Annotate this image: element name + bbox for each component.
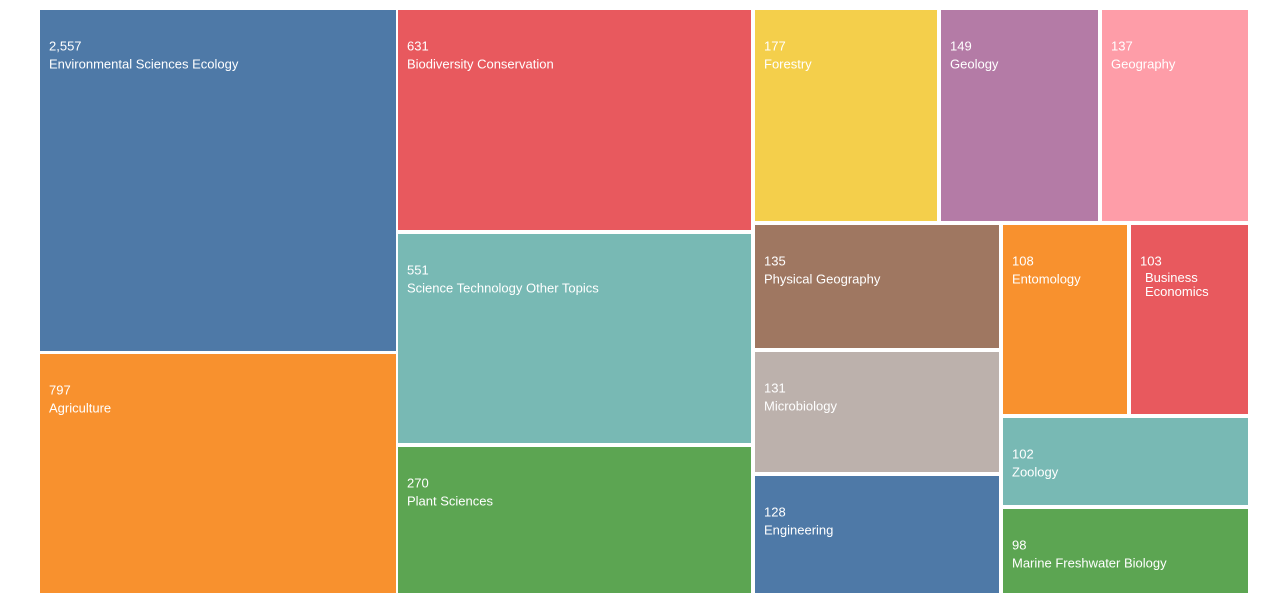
- value-label: 2,557: [49, 38, 82, 53]
- tile-label: Agriculture: [49, 400, 111, 415]
- tile-label: Engineering: [764, 522, 833, 537]
- tile: [40, 354, 396, 593]
- tile: [755, 225, 999, 348]
- tile: [941, 10, 1098, 221]
- value-label: 137: [1111, 38, 1133, 53]
- tile: [1003, 418, 1248, 505]
- value-label: 98: [1012, 537, 1026, 552]
- value-label: 797: [49, 382, 71, 397]
- tile: [1102, 10, 1248, 221]
- tile-label: Biodiversity Conservation: [407, 56, 554, 71]
- tile-label: Zoology: [1012, 464, 1059, 479]
- tile-label: Geology: [950, 56, 999, 71]
- tile-label: Physical Geography: [764, 271, 881, 286]
- value-label: 128: [764, 504, 786, 519]
- tile-label: Marine Freshwater Biology: [1012, 555, 1167, 570]
- tile-label: Microbiology: [764, 398, 837, 413]
- value-label: 177: [764, 38, 786, 53]
- value-label: 631: [407, 38, 429, 53]
- value-label: 270: [407, 475, 429, 490]
- tile: [398, 447, 751, 593]
- tile-label: Geography: [1111, 56, 1176, 71]
- value-label: 131: [764, 380, 786, 395]
- value-label: 135: [764, 253, 786, 268]
- tile: [755, 352, 999, 472]
- tile: [755, 476, 999, 593]
- value-label: 102: [1012, 446, 1034, 461]
- tile-label: Environmental Sciences Ecology: [49, 56, 239, 71]
- value-label: 108: [1012, 253, 1034, 268]
- tile: [398, 10, 751, 230]
- tile: [1003, 225, 1127, 414]
- tile-label: Plant Sciences: [407, 493, 493, 508]
- tile-label: Business Economics: [1145, 270, 1209, 299]
- tile: [398, 234, 751, 443]
- value-label: 551: [407, 262, 429, 277]
- tile: [755, 10, 937, 221]
- tile-label: Entomology: [1012, 271, 1081, 286]
- tile-label: Forestry: [764, 56, 812, 71]
- tile: [40, 10, 396, 351]
- value-label: 149: [950, 38, 972, 53]
- tile-label: Science Technology Other Topics: [407, 280, 599, 295]
- value-label: 103: [1140, 253, 1162, 268]
- tile: [1131, 225, 1248, 414]
- tile: [1003, 509, 1248, 593]
